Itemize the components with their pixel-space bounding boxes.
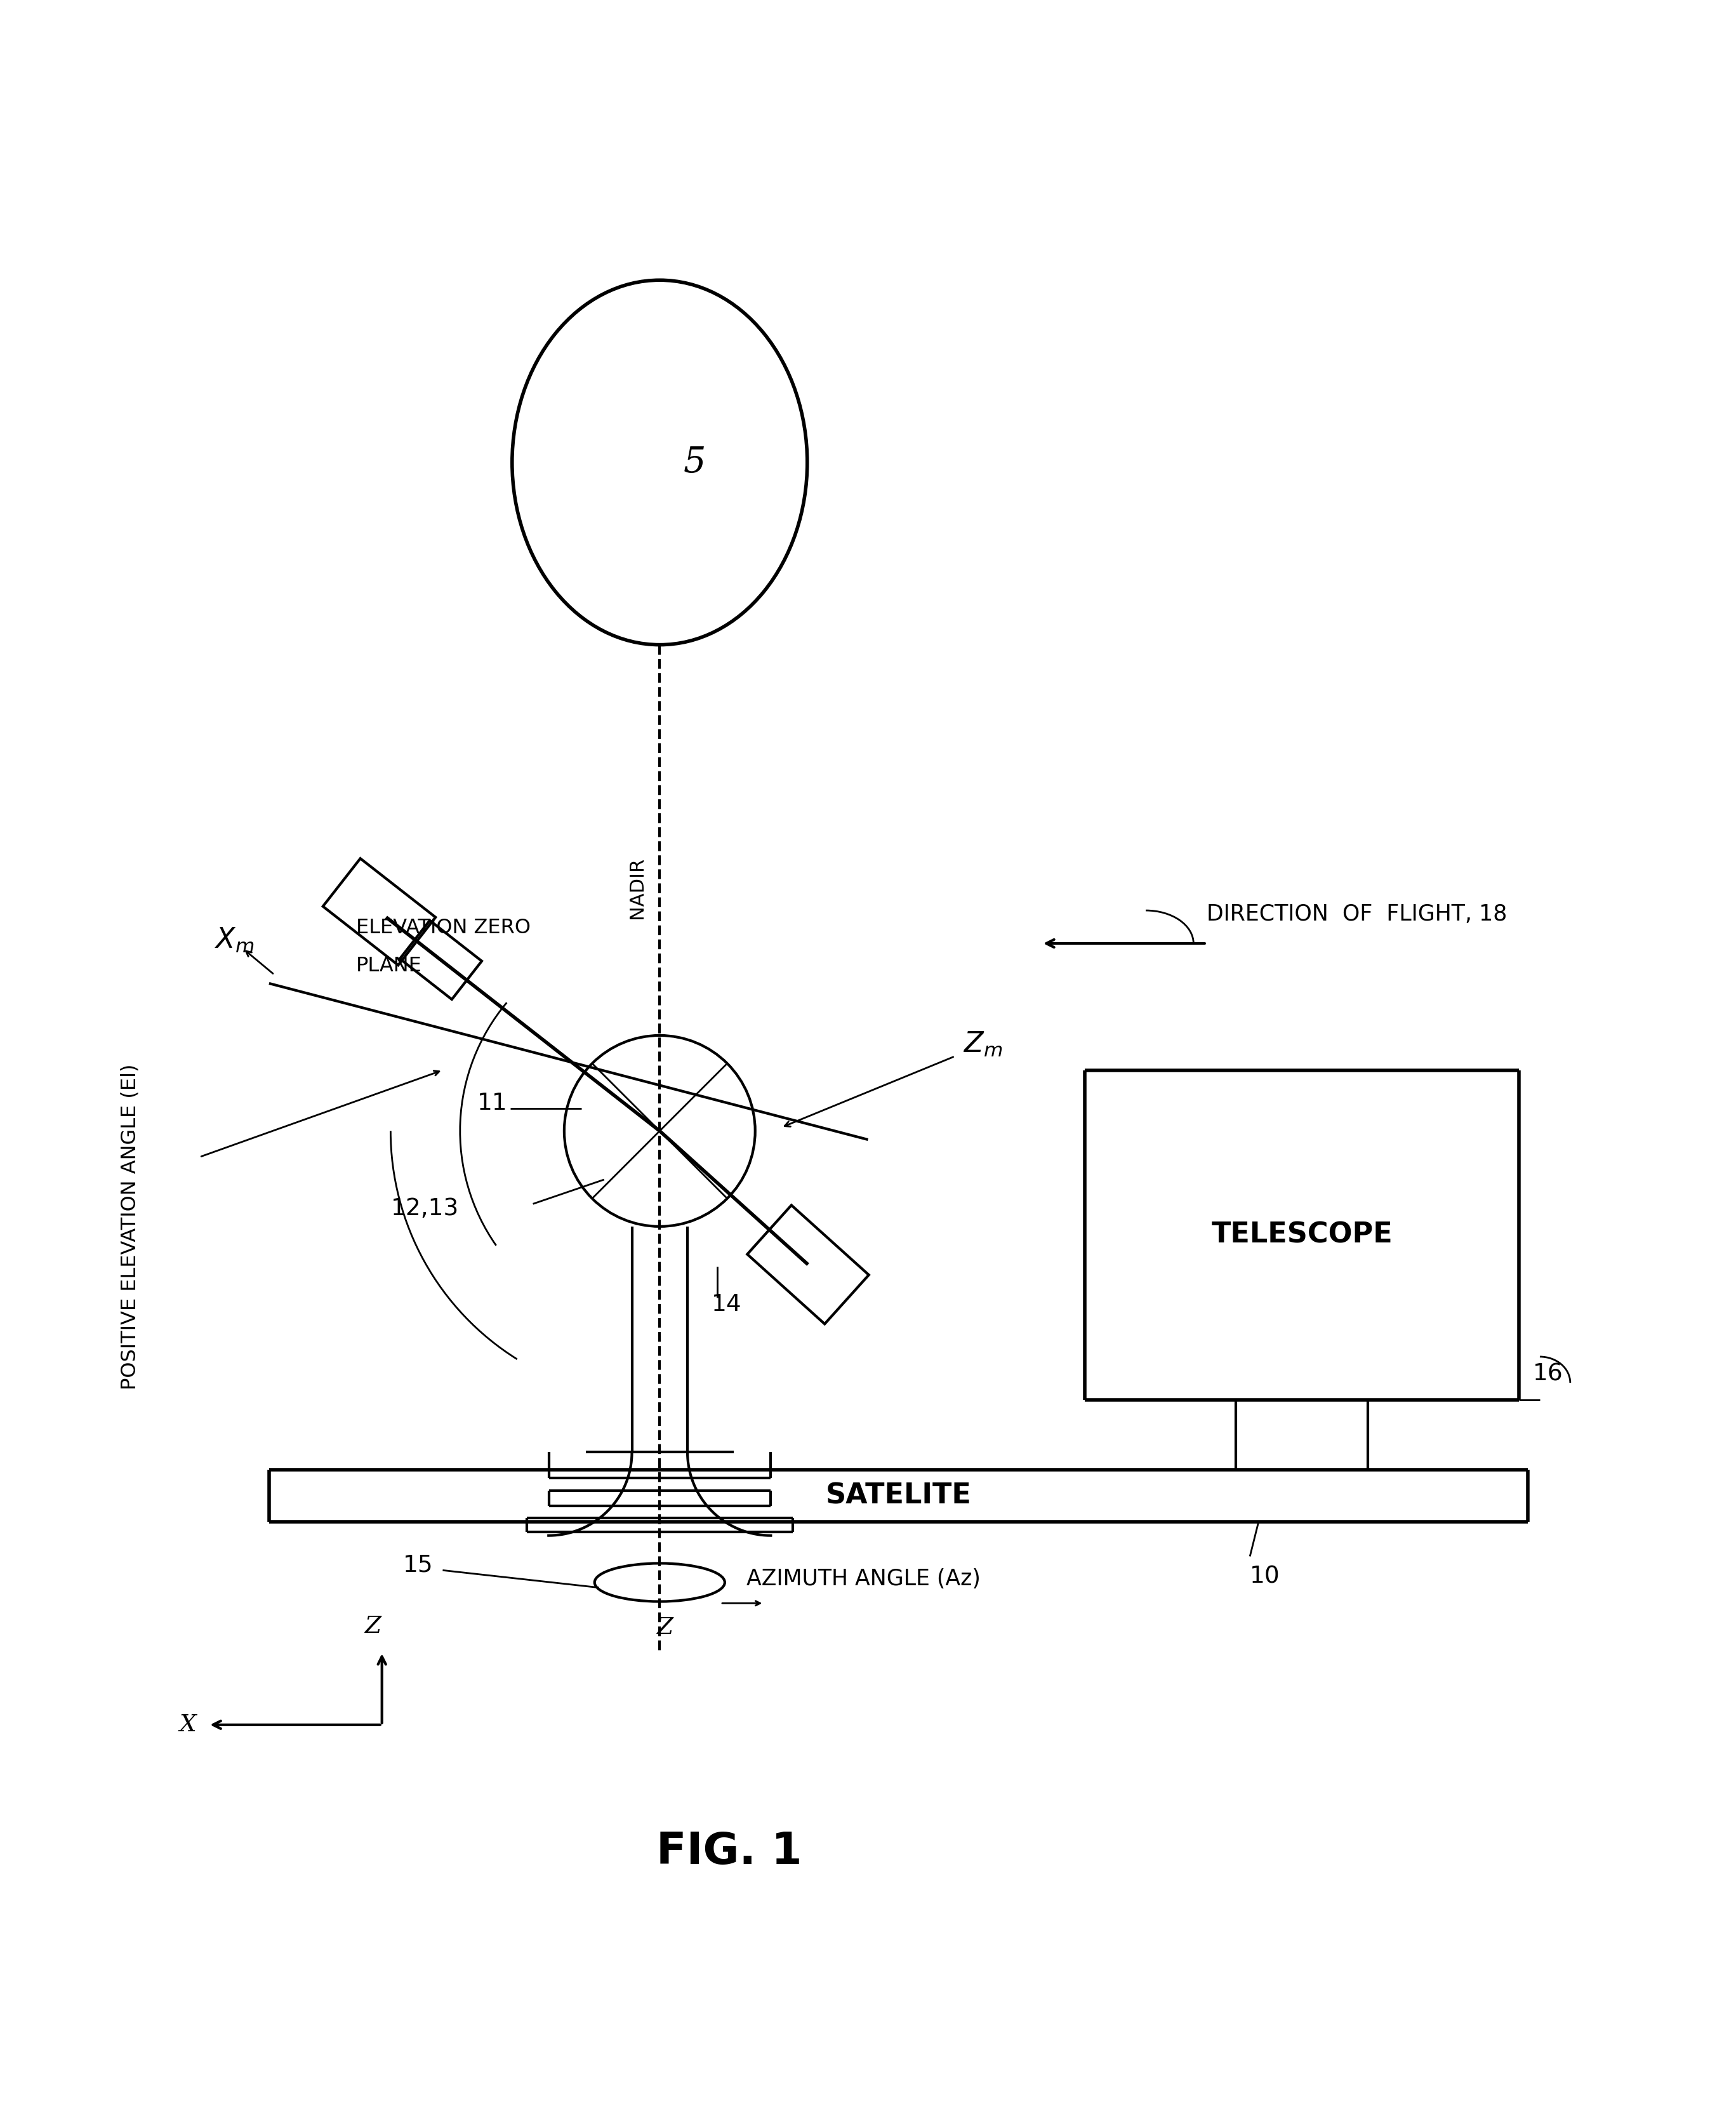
Text: $X_m$: $X_m$ <box>215 926 253 953</box>
Text: TELESCOPE: TELESCOPE <box>1212 1221 1392 1248</box>
Text: 12,13: 12,13 <box>391 1197 458 1221</box>
Text: AZIMUTH ANGLE (Az): AZIMUTH ANGLE (Az) <box>746 1569 981 1590</box>
Text: 11: 11 <box>477 1091 507 1115</box>
Text: 14: 14 <box>712 1293 741 1316</box>
Text: 15: 15 <box>403 1554 432 1577</box>
Text: ELEVATION ZERO: ELEVATION ZERO <box>356 917 531 938</box>
Text: X: X <box>179 1713 196 1737</box>
Text: 16: 16 <box>1533 1363 1562 1386</box>
Text: POSITIVE ELEVATION ANGLE (El): POSITIVE ELEVATION ANGLE (El) <box>120 1064 141 1388</box>
Text: $Z_m$: $Z_m$ <box>963 1030 1003 1057</box>
Text: NADIR: NADIR <box>628 858 646 919</box>
Text: FIG. 1: FIG. 1 <box>656 1830 802 1872</box>
Text: Z: Z <box>656 1616 674 1639</box>
Text: 10: 10 <box>1250 1565 1279 1588</box>
Text: PLANE: PLANE <box>356 955 422 977</box>
Text: DIRECTION  OF  FLIGHT, 18: DIRECTION OF FLIGHT, 18 <box>1207 902 1507 926</box>
Text: 5: 5 <box>684 446 705 480</box>
Text: Z: Z <box>365 1616 382 1639</box>
Text: SATELITE: SATELITE <box>825 1482 972 1509</box>
